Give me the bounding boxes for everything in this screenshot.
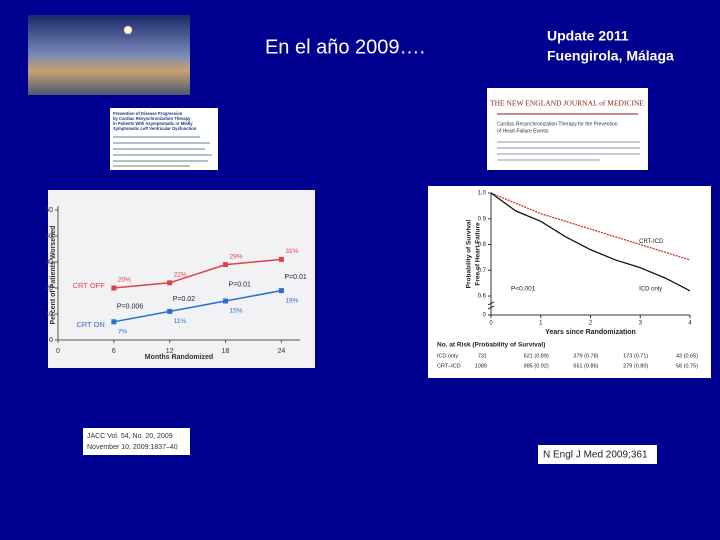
- y-tick-label: 20: [45, 285, 53, 292]
- chart-right-frame: [428, 186, 711, 378]
- marker: [111, 319, 117, 325]
- risk-cell: 985 (0.92): [524, 363, 549, 369]
- marker: [167, 280, 173, 286]
- x-tick-label: 1: [539, 321, 543, 327]
- x-tick-label: 6: [112, 348, 116, 355]
- x-label: Years since Randomization: [545, 329, 636, 336]
- paper-title: of Heart-Failure Events: [497, 128, 549, 134]
- value-label: 29%: [230, 253, 243, 260]
- axis-break: [487, 301, 495, 310]
- y-tick-label: 0.6: [478, 294, 487, 300]
- paper-title: Prevention of Disease Progression: [113, 111, 183, 116]
- citation-left-box: [83, 428, 190, 455]
- legend-label: CRT ON: [76, 320, 104, 329]
- p-value: P=0.006: [117, 304, 143, 311]
- series-line: [490, 192, 691, 292]
- marker: [223, 262, 229, 268]
- y-label: Probability of Survival: [466, 219, 473, 288]
- update: Update 2011: [547, 28, 629, 44]
- risk-cell: 651 (0.86): [573, 363, 598, 369]
- paper-title: by Cardiac Resynchronization Therapy: [113, 116, 191, 121]
- p-value: P=0.01: [229, 282, 251, 289]
- y-tick-label: 0.9: [478, 216, 487, 222]
- value-label: 31%: [285, 248, 298, 255]
- legend-label: ICD only: [639, 287, 662, 293]
- marker: [223, 298, 229, 304]
- marker: [278, 256, 284, 262]
- marker: [278, 288, 284, 294]
- series-line: [113, 258, 282, 289]
- p-value: P=0.01: [284, 274, 306, 281]
- series-line: [490, 192, 691, 261]
- value-label: 20%: [118, 277, 131, 284]
- y-tick-label: 40: [45, 233, 53, 240]
- value-label: 22%: [174, 272, 187, 279]
- paper-title: Symptomatic Left Ventricular Dysfunction: [113, 126, 197, 131]
- paper-title: Cardiac-Resynchronization Therapy for th…: [497, 121, 618, 127]
- marker: [167, 308, 173, 314]
- value-label: 11%: [174, 318, 187, 325]
- risk-cell: 379 (0.78): [573, 353, 598, 359]
- citation: November 10, 2009:1837–40: [87, 444, 178, 451]
- x-tick-label: 24: [277, 348, 285, 355]
- legend-label: CRT OFF: [73, 281, 106, 290]
- value-label: 19%: [285, 297, 298, 304]
- x-tick-label: 12: [166, 348, 174, 355]
- paper-title: in Patients With Asymptomatic or Mildly: [113, 121, 193, 126]
- x-tick-label: 4: [688, 321, 692, 327]
- slide-title: En el año 2009….: [265, 36, 425, 58]
- y-tick-label: 1.0: [478, 191, 487, 197]
- citation: N Engl J Med 2009;361: [543, 450, 648, 461]
- legend-label: CRT-ICD: [639, 239, 664, 245]
- y-tick-label: 0.8: [478, 242, 487, 248]
- value-label: 7%: [118, 329, 128, 336]
- journal: THE NEW ENGLAND JOURNAL of MEDICINE: [490, 99, 644, 108]
- p-value: P=0.02: [173, 296, 195, 303]
- risk-title: No. at Risk (Probability of Survival): [437, 342, 545, 349]
- risk-cell: 279 (0.80): [623, 363, 648, 369]
- risk-cell: 43 (0.65): [676, 353, 698, 359]
- risk-row-label: CRT–ICD: [437, 363, 461, 369]
- y-label: Free of Heart Failure: [475, 222, 482, 286]
- risk-cell: 731: [478, 353, 487, 359]
- paper-right: [487, 88, 648, 170]
- p-value: P<0.001: [511, 286, 536, 293]
- risk-cell: 58 (0.75): [676, 363, 698, 369]
- risk-row-label: ICD only: [437, 353, 458, 359]
- x-tick-label: 18: [222, 348, 230, 355]
- paper-left: [110, 108, 218, 170]
- risk-cell: 1089: [475, 363, 487, 369]
- place: Fuengirola, Málaga: [547, 48, 674, 64]
- citation: JACC Vol. 54, No. 20, 2009: [87, 433, 173, 440]
- risk-cell: 621 (0.89): [524, 353, 549, 359]
- y-tick-label: 50: [45, 207, 53, 214]
- y-tick-label: 30: [45, 259, 53, 266]
- marker: [111, 285, 117, 291]
- y-label: Percent of Patients Worsened: [50, 225, 57, 324]
- photo: [28, 15, 190, 95]
- paper-text: [113, 136, 212, 167]
- moon: [124, 26, 132, 34]
- x-tick-label: 0: [56, 348, 60, 355]
- citation-right-box: [538, 445, 657, 464]
- x-label: Months Randomized: [145, 354, 213, 361]
- y-tick-label: 0.7: [478, 268, 487, 274]
- x-tick-label: 3: [639, 321, 643, 327]
- series-line: [113, 289, 282, 323]
- x-tick-label: 0: [489, 321, 493, 327]
- y-tick-label: 0: [483, 313, 487, 319]
- risk-cell: 173 (0.71): [623, 353, 648, 359]
- y-tick-label: 0: [49, 337, 53, 344]
- value-label: 15%: [230, 308, 243, 315]
- x-tick-label: 2: [589, 321, 593, 327]
- y-tick-label: 10: [45, 311, 53, 318]
- paper-text: [497, 141, 640, 161]
